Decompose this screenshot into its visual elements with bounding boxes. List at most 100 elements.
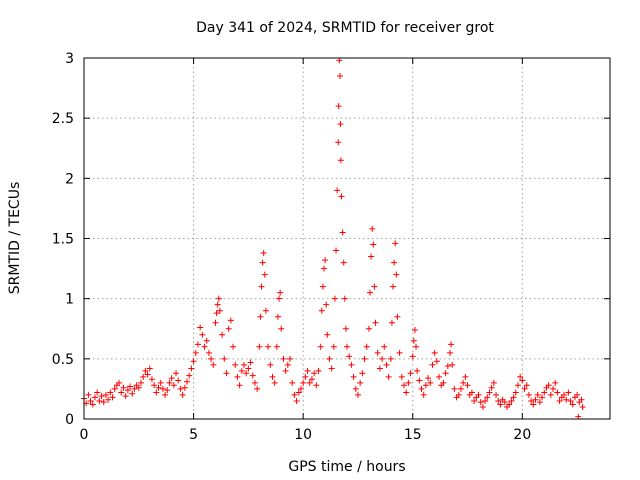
data-point (336, 73, 343, 80)
data-point (208, 355, 215, 362)
data-point (512, 389, 519, 396)
data-point (405, 379, 412, 386)
y-tick-label: 1 (65, 292, 74, 308)
data-point (383, 361, 390, 368)
data-point (482, 397, 489, 404)
data-point (232, 361, 239, 368)
data-point (251, 379, 258, 386)
data-point (545, 382, 552, 389)
data-point (391, 259, 398, 266)
data-point (457, 385, 464, 392)
data-point (436, 373, 443, 380)
data-point (410, 337, 417, 344)
data-point (536, 399, 543, 406)
data-point (166, 379, 173, 386)
data-point (313, 382, 320, 389)
data-point (477, 399, 484, 406)
data-point (124, 387, 131, 394)
data-point (363, 343, 370, 350)
data-point (396, 349, 403, 356)
data-point (201, 343, 208, 350)
data-point (155, 384, 162, 391)
data-point (462, 373, 469, 380)
data-point (374, 349, 381, 356)
data-point (340, 259, 347, 266)
data-point (271, 379, 278, 386)
data-point (471, 397, 478, 404)
data-point (475, 391, 482, 398)
data-point (429, 361, 436, 368)
data-point (379, 355, 386, 362)
data-point (506, 401, 513, 408)
data-point (422, 382, 429, 389)
data-point (277, 289, 284, 296)
data-point (259, 259, 266, 266)
data-point (151, 382, 158, 389)
data-point (179, 391, 186, 398)
data-point (162, 391, 169, 398)
plot-frame (83, 57, 611, 420)
data-point (368, 253, 375, 260)
data-point (323, 301, 330, 308)
data-point (205, 349, 212, 356)
data-point (306, 379, 313, 386)
data-point (186, 372, 193, 379)
data-point (142, 367, 149, 374)
data-point (85, 391, 92, 398)
data-point (400, 382, 407, 389)
data-point (565, 389, 572, 396)
data-point (227, 317, 234, 324)
data-point (539, 394, 546, 401)
data-point (168, 375, 175, 382)
data-point (488, 384, 495, 391)
data-point (371, 283, 378, 290)
data-point (102, 391, 109, 398)
data-point (352, 385, 359, 392)
data-point (394, 313, 401, 320)
data-point (223, 370, 230, 377)
data-point (407, 370, 414, 377)
data-point (318, 307, 325, 314)
y-tick-label: 0 (65, 412, 74, 428)
data-point (365, 325, 372, 332)
data-point (372, 319, 379, 326)
data-point (418, 385, 425, 392)
data-point (197, 324, 204, 331)
data-point (91, 394, 98, 401)
data-point (444, 363, 451, 370)
data-point (177, 385, 184, 392)
data-point (451, 385, 458, 392)
data-point (333, 247, 340, 254)
data-point (411, 326, 418, 333)
data-point (269, 373, 276, 380)
data-point (328, 365, 335, 372)
data-point (393, 271, 400, 278)
data-point (350, 373, 357, 380)
data-point (256, 343, 263, 350)
data-point (357, 379, 364, 386)
data-point (335, 103, 342, 110)
data-point (495, 397, 502, 404)
data-point (257, 313, 264, 320)
data-point (230, 343, 237, 350)
data-point (519, 377, 526, 384)
data-point (317, 343, 324, 350)
data-point (528, 397, 535, 404)
data-point (89, 401, 96, 408)
data-point (413, 343, 420, 350)
data-point (425, 375, 432, 382)
data-point (447, 349, 454, 356)
data-point (493, 391, 500, 398)
data-point (216, 307, 223, 314)
y-axis-title: SRMTID / TECUs (7, 182, 23, 295)
data-point (414, 367, 421, 374)
data-point (569, 401, 576, 408)
data-point (109, 394, 116, 401)
data-point (254, 385, 261, 392)
data-point (98, 393, 105, 400)
data-point (100, 399, 107, 406)
data-point (376, 365, 383, 372)
data-point (547, 391, 554, 398)
data-point (525, 391, 532, 398)
data-point (567, 397, 574, 404)
